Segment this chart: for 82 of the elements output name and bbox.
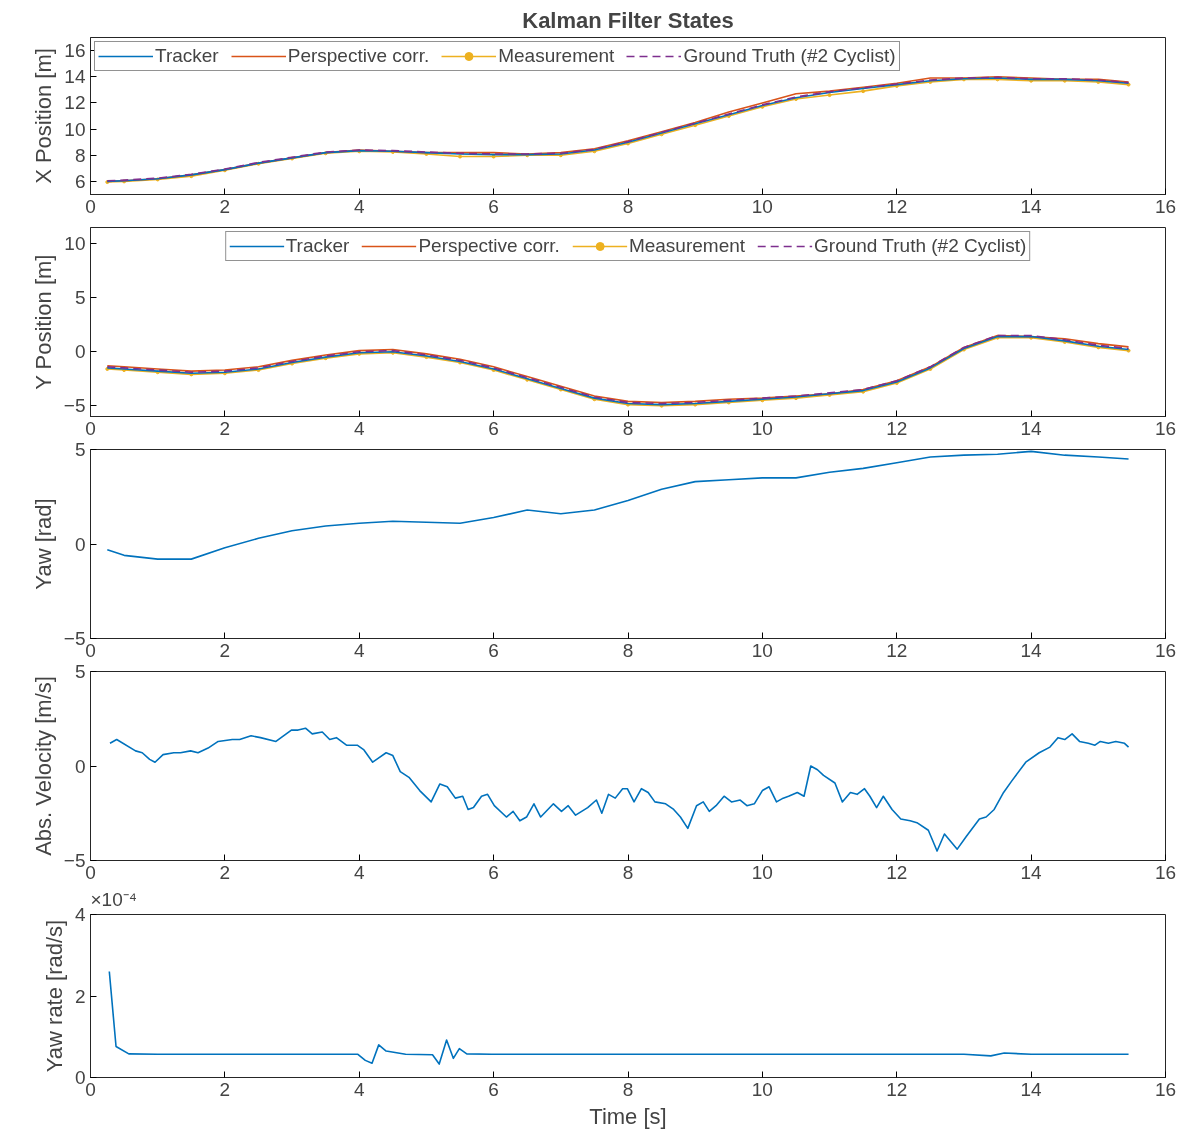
x-tick-label: 8 (622, 861, 634, 883)
x-tick-label: 6 (488, 639, 499, 661)
x-tick-label: 6 (488, 861, 499, 883)
x-tick-label: 6 (488, 195, 499, 217)
line-series (108, 970, 1130, 1065)
x-tick-label: 14 (1020, 1078, 1043, 1100)
y-tick-label: 16 (64, 40, 86, 62)
y-axis-title: Yaw rate [rad/s] (41, 919, 67, 1073)
x-tick-label: 16 (1154, 417, 1177, 439)
point (861, 89, 866, 94)
legend-label: Perspective corr. (418, 235, 560, 257)
y-tick-label: 10 (64, 233, 86, 255)
y-tick-label: 2 (74, 985, 86, 1007)
y-tick-label: 6 (74, 170, 86, 192)
x-tick-label: 6 (488, 1078, 499, 1100)
x-tick-label: 10 (751, 195, 773, 217)
x-tick-label: 14 (1020, 639, 1043, 661)
point (458, 154, 463, 159)
x-tick-label: 16 (1154, 639, 1177, 661)
x-tick-label: 2 (219, 417, 231, 439)
point (424, 151, 429, 156)
line-series (109, 727, 1130, 852)
y-tick-label: 0 (74, 341, 86, 363)
y-tick-label: 12 (64, 92, 86, 114)
y-tick-label: 4 (74, 904, 86, 925)
legend-label: Tracker (155, 45, 219, 67)
x-tick-label: 16 (1154, 1078, 1177, 1100)
y-axis-title: X Position [m] (31, 48, 57, 184)
point (827, 93, 832, 98)
y-tick-label: −5 (63, 628, 86, 649)
x-tick-label: 8 (622, 639, 634, 661)
x-tick-label: 14 (1020, 861, 1043, 883)
y-tick-label: 5 (74, 287, 86, 309)
x-tick-label: 4 (353, 861, 365, 883)
x-tick-label: 4 (353, 417, 365, 439)
x-tick-label: 2 (219, 1078, 231, 1100)
x-tick-label: 8 (622, 417, 634, 439)
y-tick-label: −5 (63, 395, 86, 417)
x-tick-label: 4 (353, 1078, 365, 1100)
legend-label: Ground Truth (#2 Cyclist) (814, 235, 1027, 257)
x-tick-label: 8 (622, 1078, 634, 1100)
x-tick-label: 10 (751, 417, 773, 439)
x-tick-label: 12 (886, 639, 908, 661)
chart-title: Kalman Filter States (522, 7, 734, 33)
x-tick-label: 10 (751, 639, 773, 661)
y-tick-label: 8 (74, 144, 86, 166)
x-tick-label: 2 (219, 861, 231, 883)
x-tick-label: 8 (622, 195, 634, 217)
x-tick-label: 2 (219, 639, 231, 661)
y-tick-label: 14 (64, 66, 86, 88)
x-axis-title: Time [s] (589, 1103, 667, 1129)
x-tick-label: 14 (1020, 417, 1043, 439)
y-axis-title: Yaw [rad] (30, 498, 56, 590)
legend-label: Measurement (628, 235, 746, 257)
y-tick-label: 0 (74, 533, 86, 555)
y-axis-title: Abs. Velocity [m/s] (30, 676, 56, 856)
y-tick-label: 10 (64, 118, 86, 140)
legend-label: Perspective corr. (287, 45, 430, 67)
x-tick-label: 10 (751, 861, 773, 883)
x-tick-label: 16 (1154, 861, 1177, 883)
legend-label: Ground Truth (#2 Cyclist) (683, 45, 896, 67)
point (491, 154, 496, 159)
x-tick-label: 2 (219, 195, 231, 217)
x-tick-label: 12 (886, 861, 908, 883)
x-tick-label: 14 (1020, 195, 1043, 217)
y-tick-label: −5 (63, 850, 86, 871)
x-tick-label: 12 (886, 417, 908, 439)
y-tick-label: 0 (74, 755, 86, 777)
x-tick-label: 16 (1154, 195, 1177, 217)
x-tick-label: 12 (886, 195, 908, 217)
x-tick-label: 10 (751, 1078, 773, 1100)
x-tick-label: 6 (488, 417, 499, 439)
legend-label: Tracker (285, 235, 350, 257)
x-tick-label: 12 (886, 1078, 908, 1100)
legend-label: Measurement (498, 45, 615, 67)
y-tick-label: 5 (74, 439, 86, 460)
x-tick-label: 4 (353, 195, 365, 217)
line-series (106, 450, 1130, 560)
y-tick-label: 5 (74, 661, 86, 682)
y-axis-title: Y Position [m] (30, 254, 56, 390)
x-tick-label: 4 (353, 639, 365, 661)
text: ×10⁻⁴ (90, 888, 137, 910)
